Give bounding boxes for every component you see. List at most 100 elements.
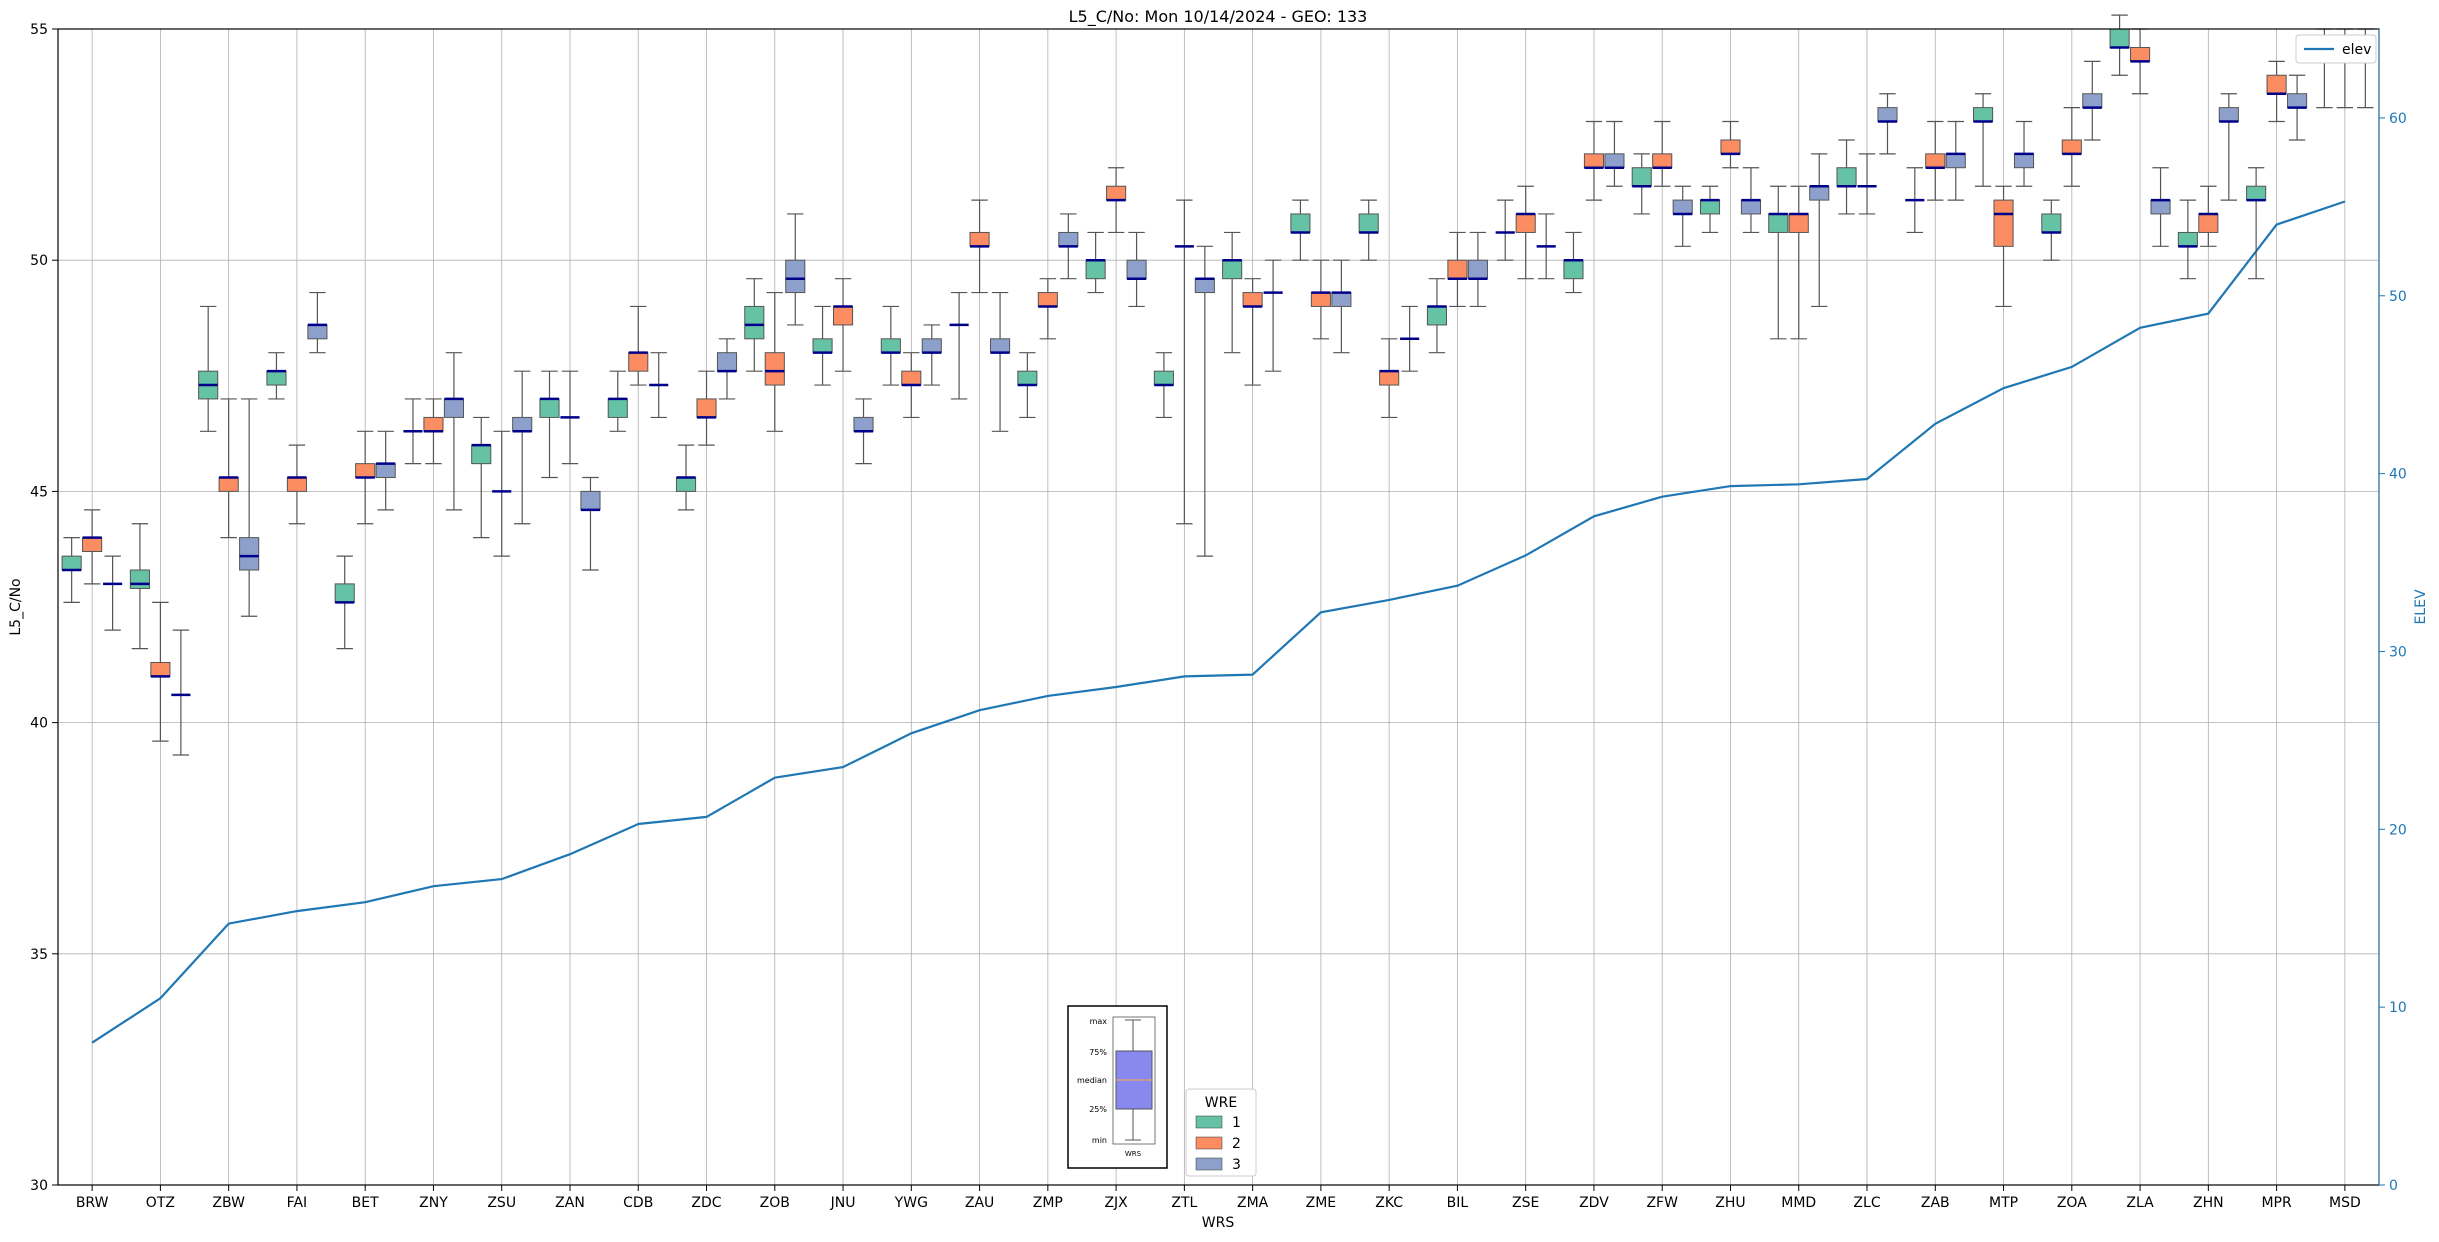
box-bil-wre1 [1426,278,1448,354]
box-jnu-wre3 [853,398,874,465]
box-body [307,324,328,340]
box-body [1058,231,1079,247]
box-zau-wre1 [949,291,969,400]
box-zan-wre3 [580,476,601,571]
box-body [2082,93,2103,109]
x-tick-label-zme: ZME [1306,1195,1337,1211]
y2-tick-label: 10 [2389,1000,2407,1016]
box-mmd-wre2 [1788,185,1809,340]
x-axis-label: WRS [1202,1215,1235,1231]
x-tick-label-zlc: ZLC [1853,1195,1880,1211]
box-body [266,370,287,386]
box-zny-wre2 [423,398,444,465]
x-tick-label-brw: BRW [76,1195,109,1211]
box-zoa-wre2 [2061,107,2082,187]
box-brw-wre2 [82,509,103,585]
box-zab-wre1 [1905,167,1925,234]
key-25: 25% [1089,1105,1107,1114]
box-body [1017,370,1038,386]
box-bil-wre2 [1447,231,1468,308]
wre-1-swatch [1195,1115,1223,1129]
box-zan-wre1 [539,370,560,479]
elevation-series [91,200,2346,1044]
box-body [1515,213,1536,233]
box-body [2150,199,2171,215]
grid [58,28,2379,1186]
box-bet-wre1 [334,555,355,650]
box-body [764,352,785,386]
box-body [150,661,171,677]
box-body [1126,259,1147,280]
box-body [1809,185,1830,201]
box-body [1925,153,1946,169]
box-body [1604,153,1625,169]
box-zfw-wre3 [1672,185,1693,247]
box-body [1836,167,1857,187]
box-zan-wre2 [560,370,580,465]
x-tick-label-zhn: ZHN [2193,1195,2224,1211]
wre-1-label: 1 [1232,1115,1241,1131]
wre-2-swatch [1195,1136,1223,1150]
box-body [696,398,717,418]
box-body [812,338,833,354]
y2-tick-label: 0 [2389,1178,2398,1194]
box-body [1085,259,1106,280]
box-body [1153,370,1174,386]
box-zau-wre2 [969,199,990,294]
box-body [785,259,806,294]
box-zau-wre3 [989,291,1011,432]
box-mmd-wre1 [1768,185,1789,340]
box-zla-wre1 [2109,14,2130,76]
box-zfw-wre1 [1631,153,1652,215]
x-tick-label-ywg: YWG [894,1195,928,1211]
box-zkc-wre2 [1379,338,1400,419]
box-body [1106,185,1127,201]
plot-frame [57,28,2380,1186]
box-body [1672,199,1693,215]
box-ztl-wre3 [1194,245,1215,557]
box-body [1945,153,1966,169]
box-ztl-wre2 [1174,199,1194,525]
x-tick-label-zdv: ZDV [1579,1195,1609,1211]
x-tick-label-zny: ZNY [419,1195,448,1211]
box-body [218,477,239,492]
box-otz-wre2 [150,601,171,742]
box-zkc-wre3 [1400,305,1420,372]
box-fai-wre1 [266,352,287,400]
box-body [334,583,355,603]
box-body [989,338,1011,354]
box-brw-wre1 [61,537,82,603]
x-tick-label-msd: MSD [2329,1195,2361,1211]
box-zla-wre3 [2150,167,2171,247]
box-cdb-wre2 [628,305,649,386]
wre-legend-title: WRE [1205,1095,1237,1111]
box-jnu-wre1 [812,305,833,386]
y2-tick-label: 30 [2389,644,2407,660]
elev-line [91,200,2346,1044]
box-body [1788,213,1809,233]
x-tick-label-zjx: ZJX [1104,1195,1128,1211]
x-tick-label-zse: ZSE [1512,1195,1539,1211]
box-body [82,537,103,553]
box-zdv-wre3 [1604,120,1625,187]
x-tick-label-zan: ZAN [555,1195,585,1211]
box-zhn-wre2 [2198,185,2219,247]
box-body [2041,213,2062,233]
box-zmp-wre3 [1058,213,1079,280]
box-zjx-wre2 [1106,167,1127,234]
wre-legend: WRE 1 2 3 [1185,1088,1257,1177]
box-zny-wre3 [443,352,464,511]
box-body [512,416,533,432]
box-zse-wre2 [1515,185,1536,280]
box-zoa-wre1 [2041,199,2062,261]
box-body [716,352,738,372]
x-tick-label-zla: ZLA [2126,1195,2154,1211]
box-mpr-wre2 [2266,60,2287,123]
box-mmd-wre3 [1809,153,1830,308]
wre-3-label: 3 [1232,1157,1241,1173]
box-body [2287,93,2308,109]
x-tick-label-zma: ZMA [1237,1195,1269,1211]
box-bet-wre3 [375,430,396,511]
box-body [1740,199,1762,215]
x-tick-label-otz: OTZ [146,1195,175,1211]
